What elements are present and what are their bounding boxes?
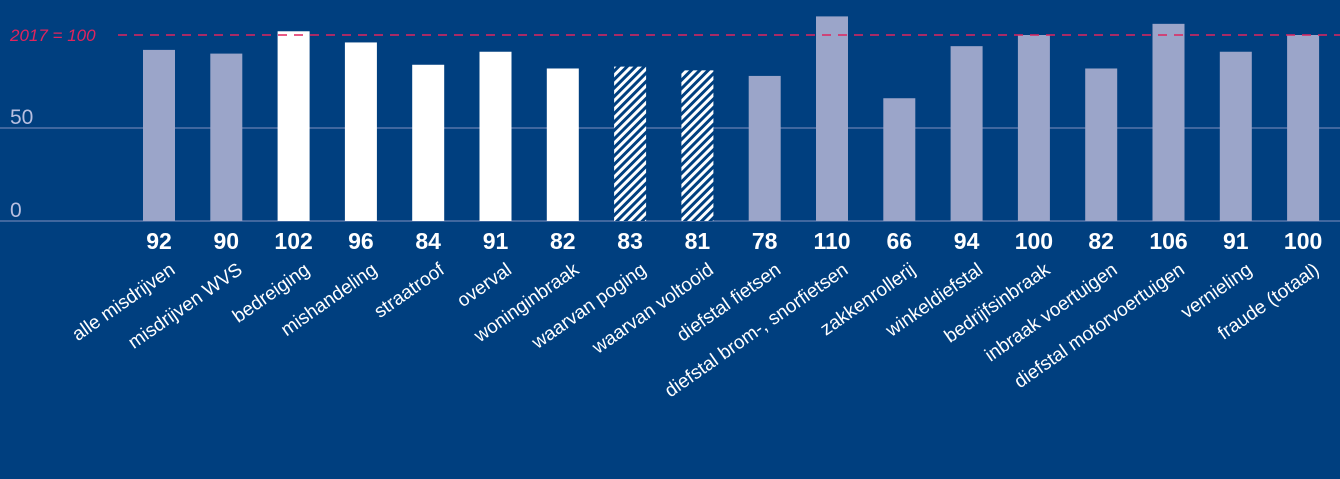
value-label: 83: [617, 228, 643, 254]
bar-10: [816, 16, 848, 222]
bar-6: [546, 68, 579, 221]
bar-14: [1085, 68, 1118, 221]
y-axis-ticks: 0 50: [10, 106, 33, 222]
value-label: 106: [1149, 228, 1187, 254]
bar-13: [1017, 35, 1050, 221]
value-label: 92: [146, 228, 172, 254]
value-label: 82: [1088, 228, 1114, 254]
gridlines: [0, 127, 1340, 222]
value-label: 81: [685, 228, 711, 254]
value-label: 91: [1223, 228, 1249, 254]
bar-17: [1287, 35, 1320, 221]
bar-2: [277, 31, 310, 222]
y-tick-label: 0: [10, 199, 22, 222]
value-labels: 92 90 102 96 84 91 82 83 81 78 110 66 94 100 82 106 91 10…: [146, 228, 1322, 254]
value-label: 82: [550, 228, 576, 254]
value-label: 96: [348, 228, 374, 254]
bar-15: [1152, 23, 1185, 222]
reference-label: 2017 = 100: [9, 26, 96, 45]
reference-line-group: 2017 = 100: [9, 26, 1340, 45]
bar-7: [614, 66, 647, 222]
value-label: 90: [214, 228, 240, 254]
value-label: 110: [813, 228, 850, 254]
bar-12: [950, 46, 983, 221]
value-label: 100: [1284, 228, 1322, 254]
category-label: misdrijven WVS: [125, 259, 247, 353]
bar-1: [210, 53, 243, 221]
value-label: 94: [954, 228, 980, 254]
value-label: 91: [483, 228, 509, 254]
bar-5: [479, 51, 512, 221]
bar-3: [344, 42, 377, 221]
bar-9: [748, 75, 781, 221]
value-label: 78: [752, 228, 778, 254]
category-label: straatroof: [371, 259, 449, 323]
bars: [143, 16, 1320, 222]
bar-16: [1219, 51, 1252, 221]
bar-8: [681, 70, 714, 221]
value-label: 102: [274, 228, 312, 254]
category-label: waarvan voltooid: [588, 259, 718, 359]
bar-11: [883, 98, 916, 221]
y-tick-label: 50: [10, 106, 33, 129]
bar-0: [143, 49, 175, 221]
value-label: 66: [887, 228, 913, 254]
value-label: 100: [1015, 228, 1053, 254]
value-label: 84: [415, 228, 441, 254]
bar-4: [412, 64, 445, 221]
